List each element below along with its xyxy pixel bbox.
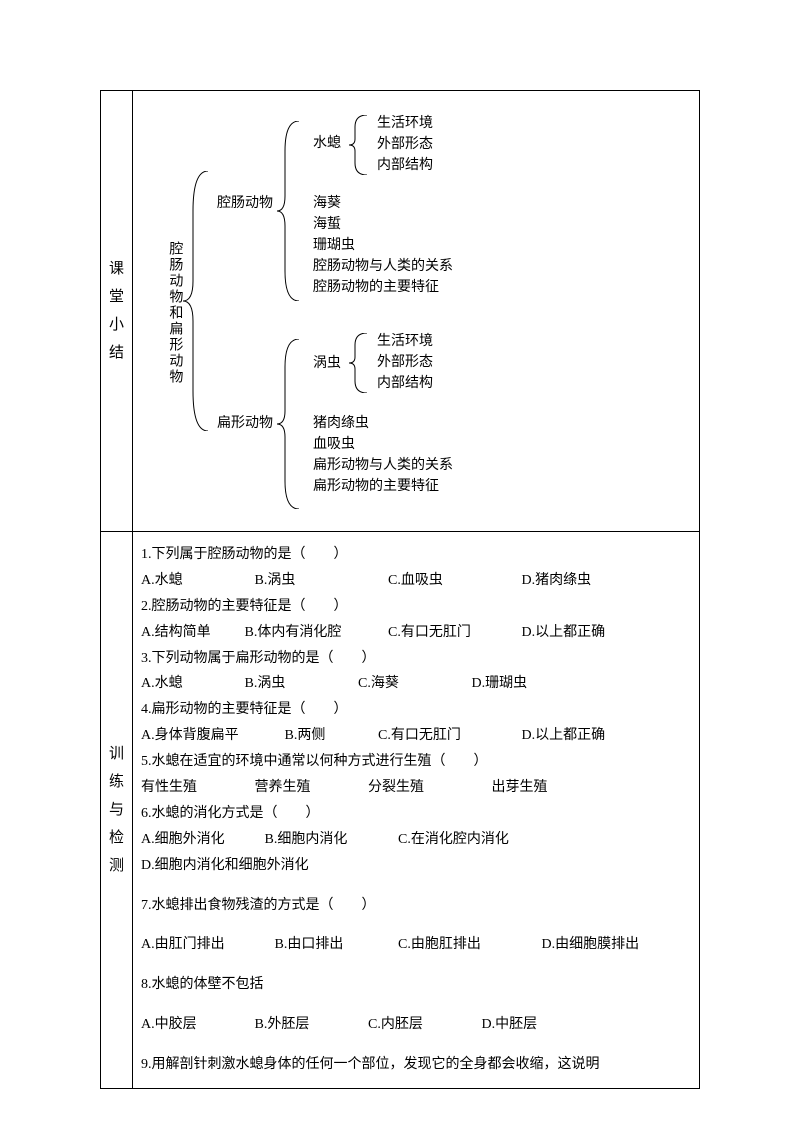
cat2-ex3: 扁形动物与人类的关系	[313, 455, 453, 477]
cat1-rep: 水螅	[313, 133, 341, 155]
cat2-sub3: 内部结构	[377, 373, 433, 395]
q7-options: A.由肛门排出 B.由口排出 C.由胞肛排出 D.由细胞膜排出	[141, 932, 691, 958]
q4C: C.有口无肛门	[378, 723, 518, 749]
q4: 4.扁形动物的主要特征是（ ）	[141, 697, 691, 723]
q7B: B.由口排出	[275, 932, 395, 958]
bracket-cat1	[277, 121, 305, 301]
q6B: B.细胞内消化	[265, 827, 395, 853]
q8A: A.中胶层	[141, 1012, 251, 1038]
summary-label-cell: 课 堂 小 结	[101, 91, 133, 532]
q5B: 营养生殖	[255, 775, 365, 801]
q4B: B.两侧	[285, 723, 375, 749]
q4-options: A.身体背腹扁平 B.两侧 C.有口无肛门 D.以上都正确	[141, 723, 691, 749]
cat1-sub2: 外部形态	[377, 134, 433, 156]
q6-options: A.细胞外消化 B.细胞内消化 C.在消化腔内消化 D.细胞内消化和细胞外消化	[141, 827, 691, 879]
q8C: C.内胚层	[368, 1012, 478, 1038]
q7C: C.由胞肛排出	[398, 932, 538, 958]
q8D: D.中胚层	[482, 1012, 538, 1038]
q5: 5.水螅在适宜的环境中通常以何种方式进行生殖（ ）	[141, 749, 691, 775]
bracket-rep1	[349, 115, 373, 175]
exercise-char: 与	[109, 798, 124, 822]
q8B: B.外胚层	[255, 1012, 365, 1038]
q1C: C.血吸虫	[388, 568, 518, 594]
cat2-label: 扁形动物	[217, 413, 273, 435]
cat1-ex4: 腔肠动物与人类的关系	[313, 256, 453, 278]
q5A: 有性生殖	[141, 775, 251, 801]
bracket-root	[183, 171, 213, 431]
q4A: A.身体背腹扁平	[141, 723, 281, 749]
bracket-cat2	[277, 339, 305, 509]
diagram-cell: 腔肠动物和扁形动物 腔肠动物 水螅 生活环境 外部形态 内部结构 海葵	[133, 91, 700, 532]
q1B: B.涡虫	[255, 568, 385, 594]
summary-char: 课	[109, 257, 124, 281]
questions-cell: 1.下列属于腔肠动物的是（ ） A.水螅 B.涡虫 C.血吸虫 D.猪肉绦虫 2…	[133, 532, 700, 1089]
cat1-ex5: 腔肠动物的主要特征	[313, 277, 439, 299]
q8-options: A.中胶层 B.外胚层 C.内胚层 D.中胚层	[141, 1012, 691, 1038]
cat1-ex1: 海葵	[313, 193, 341, 215]
cat1-label: 腔肠动物	[217, 193, 273, 215]
q4D: D.以上都正确	[522, 723, 606, 749]
q7: 7.水螅排出食物残渣的方式是（ ）	[141, 893, 691, 919]
q3C: C.海葵	[358, 671, 468, 697]
summary-char: 小	[109, 313, 124, 337]
q2A: A.结构简单	[141, 620, 241, 646]
summary-char: 结	[109, 341, 124, 365]
q6A: A.细胞外消化	[141, 827, 261, 853]
cat2-sub2: 外部形态	[377, 352, 433, 374]
q3B: B.涡虫	[245, 671, 355, 697]
q6C: C.在消化腔内消化	[398, 827, 548, 853]
q1D: D.猪肉绦虫	[522, 568, 592, 594]
cat2-ex4: 扁形动物的主要特征	[313, 476, 439, 498]
exercise-label-cell: 训 练 与 检 测	[101, 532, 133, 1089]
worksheet-table: 课 堂 小 结 腔肠动物和扁形动物 腔肠动物 水螅	[100, 90, 700, 1089]
q2-options: A.结构简单 B.体内有消化腔 C.有口无肛门 D.以上都正确	[141, 620, 691, 646]
q5C: 分裂生殖	[368, 775, 488, 801]
exercise-char: 测	[109, 854, 124, 878]
bracket-rep2	[349, 333, 373, 393]
q1-options: A.水螅 B.涡虫 C.血吸虫 D.猪肉绦虫	[141, 568, 691, 594]
q5D: 出芽生殖	[492, 775, 548, 801]
cat2-ex1: 猪肉绦虫	[313, 413, 369, 435]
q3: 3.下列动物属于扁形动物的是（ ）	[141, 646, 691, 672]
concept-diagram: 腔肠动物和扁形动物 腔肠动物 水螅 生活环境 外部形态 内部结构 海葵	[141, 101, 691, 521]
exercise-char: 检	[109, 826, 124, 850]
cat2-rep: 涡虫	[313, 353, 341, 375]
exercise-char: 训	[109, 742, 124, 766]
q2D: D.以上都正确	[522, 620, 606, 646]
q7A: A.由肛门排出	[141, 932, 271, 958]
cat1-sub1: 生活环境	[377, 113, 433, 135]
q3D: D.珊瑚虫	[472, 671, 528, 697]
q8: 8.水螅的体壁不包括	[141, 972, 691, 998]
questions-block: 1.下列属于腔肠动物的是（ ） A.水螅 B.涡虫 C.血吸虫 D.猪肉绦虫 2…	[141, 542, 691, 1078]
q2B: B.体内有消化腔	[245, 620, 385, 646]
q2C: C.有口无肛门	[388, 620, 518, 646]
q3-options: A.水螅 B.涡虫 C.海葵 D.珊瑚虫	[141, 671, 691, 697]
cat2-sub1: 生活环境	[377, 331, 433, 353]
cat1-ex2: 海蜇	[313, 214, 341, 236]
q1A: A.水螅	[141, 568, 251, 594]
cat1-sub3: 内部结构	[377, 155, 433, 177]
q7D: D.由细胞膜排出	[542, 932, 640, 958]
cat1-ex3: 珊瑚虫	[313, 235, 355, 257]
q6: 6.水螅的消化方式是（ ）	[141, 801, 691, 827]
q6D: D.细胞内消化和细胞外消化	[141, 853, 309, 879]
q1: 1.下列属于腔肠动物的是（ ）	[141, 542, 691, 568]
q9: 9.用解剖针刺激水螅身体的任何一个部位，发现它的全身都会收缩，这说明	[141, 1052, 691, 1078]
q5-options: 有性生殖 营养生殖 分裂生殖 出芽生殖	[141, 775, 691, 801]
q3A: A.水螅	[141, 671, 241, 697]
cat2-ex2: 血吸虫	[313, 434, 355, 456]
exercise-char: 练	[109, 770, 124, 794]
summary-char: 堂	[109, 285, 124, 309]
q2: 2.腔肠动物的主要特征是（ ）	[141, 594, 691, 620]
